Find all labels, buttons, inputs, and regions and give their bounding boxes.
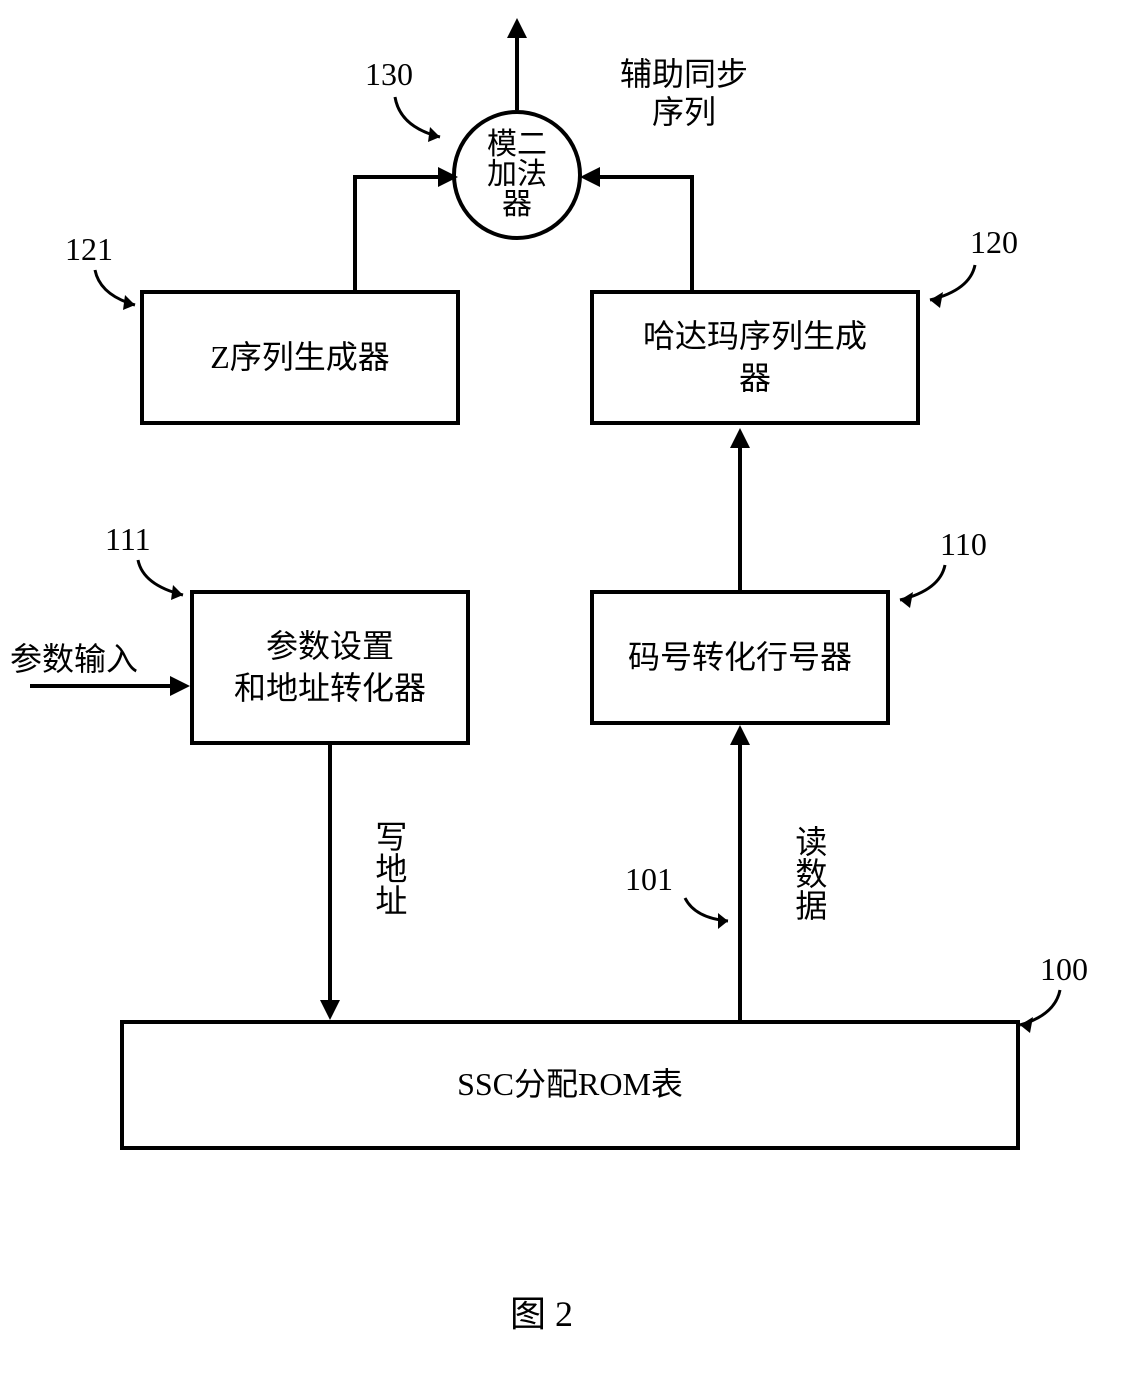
z-sequence-generator: Z序列生成器 [140, 290, 460, 425]
ref-110-curve [885, 560, 950, 610]
output-arrow-line [515, 35, 519, 110]
param-set-label: 参数设置和地址转化器 [234, 626, 426, 709]
ssc-code-arrowhead [730, 725, 750, 745]
ssc-allocation-rom-table: SSC分配ROM表 [120, 1020, 1020, 1150]
ref-101: 101 [625, 860, 673, 898]
write-address-label: 写地址 [370, 820, 408, 916]
code-convert-label: 码号转化行号器 [628, 637, 852, 679]
param-input-line [30, 684, 175, 688]
param-ssc-arrowhead [320, 1000, 340, 1020]
modulo-2-adder: 模二加法器 [452, 110, 582, 240]
ref-120-curve [915, 260, 980, 310]
figure-caption: 图 2 [510, 1285, 573, 1337]
zseq-adder-arrowhead [438, 167, 458, 187]
output-arrowhead [507, 18, 527, 38]
ref-120: 120 [970, 223, 1018, 261]
ref-121: 121 [65, 230, 113, 268]
ref-111-curve [133, 555, 198, 605]
adder-label: 模二加法器 [487, 130, 547, 220]
ref-130: 130 [365, 55, 413, 93]
z-seq-label: Z序列生成器 [210, 337, 390, 379]
hadamard-adder-hline [597, 175, 694, 179]
ssc-code-line [738, 740, 742, 1020]
param-input-label: 参数输入 [10, 640, 138, 678]
ssc-rom-label: SSC分配ROM表 [457, 1064, 683, 1106]
code-hadamard-arrowhead [730, 428, 750, 448]
block-diagram: 辅助同步序列 130 模二加法器 121 Z序列生成器 120 哈达玛序列生成器… [0, 0, 1126, 1398]
param-input-arrowhead [170, 676, 190, 696]
hadamard-adder-vline [690, 175, 694, 290]
param-ssc-line [328, 745, 332, 1005]
code-to-row-converter: 码号转化行号器 [590, 590, 890, 725]
hadamard-adder-arrowhead [580, 167, 600, 187]
parameter-setter: 参数设置和地址转化器 [190, 590, 470, 745]
output-label: 辅助同步序列 [620, 55, 748, 132]
ref-100: 100 [1040, 950, 1088, 988]
zseq-adder-hline [353, 175, 443, 179]
ref-130-curve [390, 92, 460, 147]
ref-101-curve [680, 893, 740, 933]
hadamard-sequence-generator: 哈达玛序列生成器 [590, 290, 920, 425]
ref-110: 110 [940, 525, 987, 563]
zseq-adder-vline [353, 175, 357, 290]
read-data-label: 读数据 [790, 825, 828, 921]
ref-111: 111 [105, 520, 151, 558]
hadamard-label: 哈达玛序列生成器 [643, 316, 867, 399]
code-hadamard-line [738, 445, 742, 590]
